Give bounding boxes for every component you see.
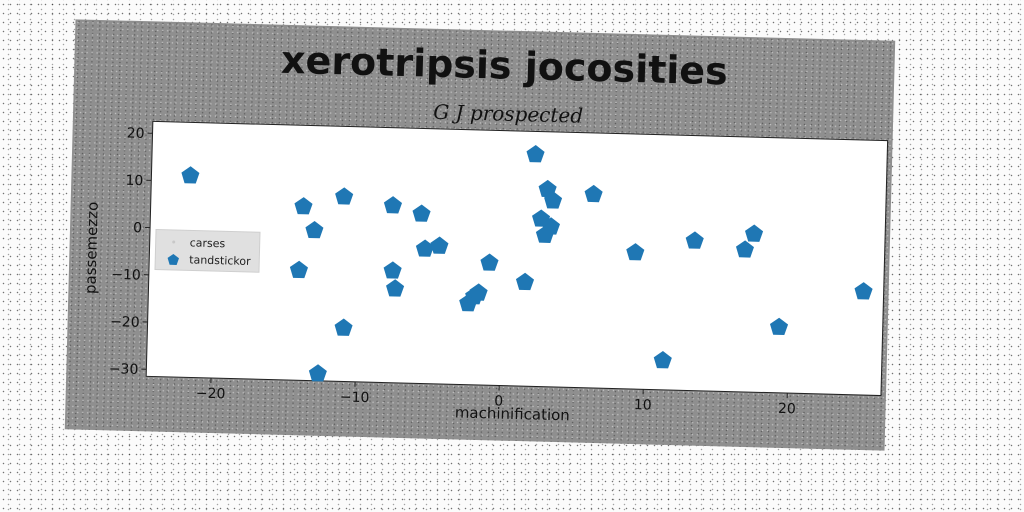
y-tick-label: −20 xyxy=(110,314,140,331)
plot-area xyxy=(145,120,889,397)
legend-box xyxy=(154,229,261,273)
x-tick-label: 20 xyxy=(778,401,796,417)
legend-marker-carses xyxy=(172,240,176,244)
axis-ticks: −20 −10 0 10 20 −30 −20 −10 0 10 20 xyxy=(109,126,796,418)
y-tick-label: 20 xyxy=(126,126,144,142)
scatter-point xyxy=(181,166,200,184)
data-points xyxy=(181,145,873,382)
scatter-point xyxy=(535,225,554,243)
scatter-point xyxy=(308,364,327,382)
x-axis-label: machinification xyxy=(455,403,570,424)
scatter-point xyxy=(544,191,563,209)
scatter-point xyxy=(854,282,873,300)
legend: carses tandstickor xyxy=(154,229,261,273)
y-tick-label: −10 xyxy=(111,267,141,284)
scatter-point xyxy=(383,261,402,279)
scatter-point xyxy=(769,317,789,335)
scatter-point xyxy=(526,145,545,163)
x-tick-label: −20 xyxy=(196,386,226,403)
scatter-point xyxy=(412,204,431,222)
scatter-point xyxy=(685,231,704,249)
scatter-point xyxy=(289,260,308,279)
legend-marker-tandstickor xyxy=(167,253,179,265)
legend-label-tandstickor: tandstickor xyxy=(189,253,251,268)
scatter-point xyxy=(653,351,672,369)
scatter-point xyxy=(626,243,645,261)
scatter-point xyxy=(305,220,324,239)
scatter-point xyxy=(515,272,535,291)
y-axis-label: passemezzo xyxy=(81,201,101,294)
scatter-point xyxy=(469,283,488,301)
scatter-point xyxy=(386,279,405,297)
chart-subtitle: G J prospected xyxy=(433,100,583,128)
y-tick-label: 10 xyxy=(125,173,143,189)
x-tick-label: −10 xyxy=(340,389,370,406)
scatter-point xyxy=(335,187,354,205)
scatter-point xyxy=(415,239,434,257)
y-tick-label: 0 xyxy=(133,220,142,236)
scatter-point xyxy=(744,224,764,242)
scatter-chart: xerotripsis jocosities G J prospected −2… xyxy=(81,38,889,424)
x-tick-label: 0 xyxy=(494,393,503,409)
chart-title: xerotripsis jocosities xyxy=(281,38,729,94)
scatter-point xyxy=(294,197,313,215)
scatter-point xyxy=(480,253,499,271)
legend-label-carses: carses xyxy=(190,236,226,250)
y-tick-label: −30 xyxy=(109,361,139,378)
scatter-point xyxy=(383,196,403,214)
chart-figure: xerotripsis jocosities G J prospected −2… xyxy=(64,19,896,451)
scatter-point xyxy=(334,318,353,336)
scatter-point xyxy=(584,184,603,203)
x-tick-label: 10 xyxy=(634,397,652,413)
scatter-point xyxy=(735,240,754,258)
scatter-point xyxy=(430,236,449,254)
